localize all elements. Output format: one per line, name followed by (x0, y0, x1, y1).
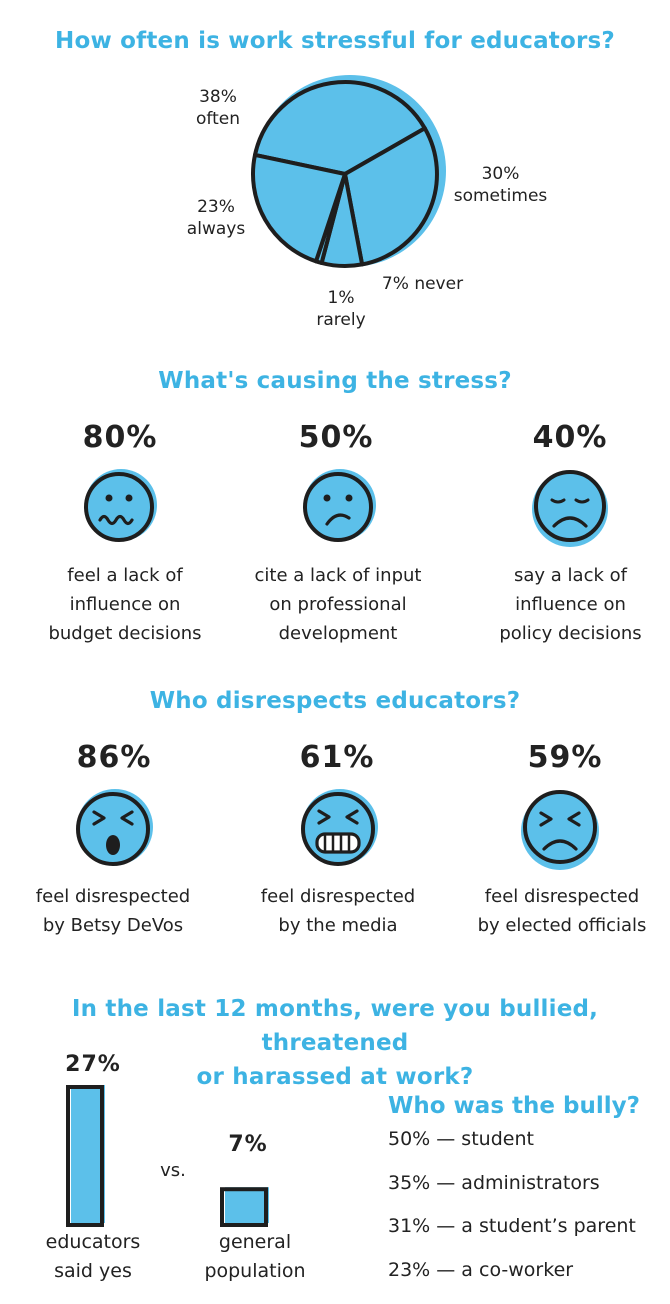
cause-caption-budget-line3: budget decisions (48, 623, 202, 644)
pie-label-never: 7% never (370, 273, 475, 295)
disrespect-value-media: 61% (299, 740, 375, 775)
pie-slice-always (251, 152, 347, 264)
grimacing-face-icon (301, 789, 378, 866)
frustrated-face-icon (521, 790, 599, 870)
bully-item-coworker: 23% — a co-worker (388, 1259, 574, 1281)
bar-shadow-0 (71, 1085, 105, 1223)
disrespect-value-officials: 59% (527, 740, 603, 775)
shocked-face-icon (76, 789, 153, 866)
cause-caption-development-line1: cite a lack of input (254, 565, 422, 586)
bar-category-educators: educators said yes (18, 1228, 168, 1286)
pie-label-sometimes-value: 30% (481, 164, 520, 184)
vs-label: vs. (160, 1160, 186, 1181)
bar-shadow-1 (225, 1187, 269, 1223)
bar-label-educators: 27% (65, 1052, 121, 1077)
cause-caption-development-line3: development (278, 623, 398, 644)
worried-face-icon (84, 469, 157, 542)
bar-category-general-line2: population (204, 1260, 306, 1282)
bully-item-parent: 31% — a student’s parent (388, 1215, 636, 1237)
disrespect-caption-officials-line2: by elected officials (477, 915, 647, 936)
disrespect-caption-officials: feel disrespected by elected officials (462, 882, 662, 940)
pie-slices (251, 75, 446, 268)
bullying-bar-chart (66, 1085, 269, 1228)
pie-label-sometimes-name: sometimes (453, 186, 548, 206)
disrespect-caption-devos-line2: by Betsy DeVos (42, 915, 184, 936)
bar-category-general-line1: general (218, 1231, 292, 1253)
bar-category-educators-line1: educators (45, 1231, 141, 1253)
disrespect-caption-officials-line1: feel disrespected (484, 886, 640, 907)
bar-label-general: 7% (228, 1132, 268, 1157)
pie-label-often-value: 38% (199, 87, 237, 107)
stress-pie-chart (251, 75, 446, 268)
bar-category-general: general population (180, 1228, 330, 1286)
cause-caption-budget: feel a lack of influence on budget decis… (30, 561, 220, 648)
bullying-bars (66, 1085, 269, 1228)
pie-label-always-name: always (186, 219, 246, 239)
cause-value-budget: 80% (82, 420, 158, 455)
pie-label-often-name: often (196, 109, 240, 129)
disrespect-value-devos: 86% (76, 740, 152, 775)
cause-caption-budget-line2: influence on (69, 594, 181, 615)
cause-value-policy: 40% (532, 420, 608, 455)
pie-slice-sometimes (343, 126, 439, 267)
cause-value-development: 50% (298, 420, 374, 455)
pie-label-often: 38% often (178, 86, 258, 130)
cause-caption-policy: say a lack of influence on policy decisi… (478, 561, 663, 648)
bar-category-educators-line2: said yes (54, 1260, 132, 1282)
pie-label-never-name: never (414, 274, 464, 294)
disrespect-caption-devos-line1: feel disrespected (35, 886, 191, 907)
pie-label-never-value: 7% (381, 274, 409, 294)
bully-item-administrators: 35% — administrators (388, 1172, 600, 1194)
pie-chart-title: How often is work stressful for educator… (55, 28, 615, 54)
bar-educators (66, 1085, 104, 1227)
cause-caption-development: cite a lack of input on professional dev… (228, 561, 448, 648)
disrespect-title: Who disrespects educators? (149, 688, 521, 714)
bar-general-population (220, 1187, 268, 1228)
bully-list-title: Who was the bully? (388, 1093, 640, 1119)
pie-label-rarely-value: 1% (327, 288, 355, 308)
bullying-title-line1: In the last 12 months, were you bullied,… (71, 996, 599, 1056)
sad-face-icon (532, 470, 608, 547)
cause-caption-policy-line3: policy decisions (499, 623, 642, 644)
pie-label-rarely-name: rarely (316, 310, 366, 330)
causes-title: What's causing the stress? (158, 368, 512, 394)
disrespect-caption-media: feel disrespected by the media (243, 882, 433, 940)
pie-label-always-value: 23% (197, 197, 235, 217)
bullying-title: In the last 12 months, were you bullied,… (0, 992, 670, 1094)
cause-caption-budget-line1: feel a lack of (67, 565, 183, 586)
disrespect-caption-media-line2: by the media (278, 915, 398, 936)
cause-caption-policy-line1: say a lack of (514, 565, 627, 586)
confused-face-icon (303, 469, 376, 542)
pie-label-sometimes: 30% sometimes (438, 163, 563, 207)
bullying-title-line2: or harassed at work? (196, 1064, 474, 1090)
disrespect-caption-devos: feel disrespected by Betsy DeVos (18, 882, 208, 940)
disrespect-caption-media-line1: feel disrespected (260, 886, 416, 907)
cause-caption-policy-line2: influence on (515, 594, 626, 615)
bully-item-student: 50% — student (388, 1128, 534, 1150)
cause-caption-development-line2: on professional (269, 594, 407, 615)
pie-label-rarely: 1% rarely (306, 287, 376, 331)
pie-label-always: 23% always (176, 196, 256, 240)
